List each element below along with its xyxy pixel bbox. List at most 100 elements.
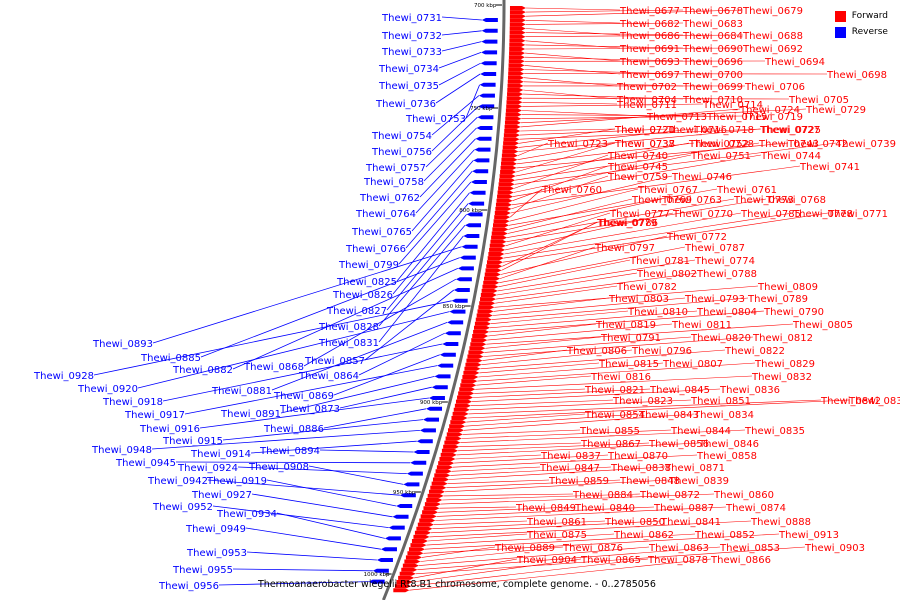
connector-line-forward: [482, 349, 568, 361]
gene-label-forward: Thewi_0710: [682, 95, 743, 106]
gene-label-forward: Thewi_0858: [696, 451, 757, 462]
connector-line-forward: [524, 56, 684, 62]
gene-label-forward: Thewi_0863: [648, 543, 709, 554]
gene-arrow-forward: [497, 190, 514, 195]
gene-arrow-reverse: [451, 298, 468, 303]
gene-arrow-forward: [396, 580, 413, 584]
chromosome-backbone: [382, 0, 506, 600]
gene-label-forward: Thewi_0720: [614, 125, 675, 136]
gene-arrow-forward: [416, 526, 433, 531]
gene-arrow-reverse: [469, 190, 486, 195]
gene-label-reverse: Thewi_0731: [381, 13, 442, 24]
connector-line-forward: [524, 65, 621, 75]
gene-label-forward: Thewi_0822: [724, 346, 785, 357]
gene-label-reverse: Thewi_0949: [185, 524, 246, 535]
connector-line-forward: [446, 479, 621, 488]
gene-arrow-forward: [474, 321, 491, 326]
connector-line-forward: [450, 466, 612, 476]
gene-label-forward: Thewi_0849: [515, 503, 576, 514]
gene-label-forward: Thewi_0866: [710, 555, 771, 566]
connector-line-forward: [523, 93, 684, 100]
gene-arrow-forward: [493, 219, 510, 224]
gene-label-forward: Thewi_0786: [597, 218, 658, 229]
connector-line-reverse: [411, 160, 474, 232]
connector-line-forward: [410, 558, 649, 587]
connector-line-forward: [478, 362, 664, 378]
connector-line-forward: [486, 323, 794, 345]
connector-line-forward: [523, 77, 618, 87]
connector-line-forward: [508, 198, 633, 230]
gene-arrow-reverse: [428, 396, 445, 400]
connector-line-reverse: [251, 493, 393, 518]
connector-line-forward: [519, 128, 616, 144]
connector-line-forward: [522, 103, 704, 107]
scale-ticks: 700 kbp 750 kbp 800 kbp 850 kbp 900 kbp 950 k…: [364, 3, 502, 578]
gene-label-forward: Thewi_0862: [613, 530, 674, 541]
gene-label-forward: Thewi_0772: [666, 232, 727, 243]
gene-arrow-reverse: [466, 212, 483, 217]
gene-arrow-forward: [460, 383, 477, 388]
connector-line-forward: [499, 246, 686, 283]
connector-line-forward: [466, 413, 586, 423]
gene-labels: Thewi_0731 Thewi_0732 Thewi_0733 Thewi_0734…: [33, 6, 900, 592]
gene-label-reverse: Thewi_0762: [359, 193, 420, 204]
gene-label-forward: Thewi_0711: [616, 100, 677, 111]
connector-line-forward: [499, 246, 596, 279]
gene-label-forward: Thewi_0698: [826, 70, 887, 81]
gene-arrow-forward: [488, 252, 505, 256]
gene-label-forward: Thewi_0904: [516, 555, 577, 566]
gene-label-forward: Thewi_0686: [619, 31, 680, 42]
gene-label-forward: Thewi_0806: [566, 346, 627, 357]
gene-label-forward: Thewi_0773: [733, 195, 794, 206]
gene-arrow-forward: [491, 231, 508, 236]
connector-line-reverse: [276, 512, 385, 539]
connector-line-reverse: [405, 170, 473, 249]
gene-label-forward: Thewi_0790: [763, 307, 824, 318]
gene-arrow-forward: [444, 440, 461, 445]
gene-label-forward: Thewi_0683: [682, 19, 743, 30]
gene-label-reverse: Thewi_0766: [345, 244, 406, 255]
gene-label-forward: Thewi_0696: [682, 57, 743, 68]
gene-label-forward: Thewi_0812: [752, 333, 813, 344]
gene-label-forward: Thewi_0793: [684, 294, 745, 305]
gene-arrow-forward: [477, 309, 494, 314]
gene-arrow-forward: [503, 133, 520, 138]
gene-label-reverse: Thewi_0868: [243, 362, 304, 373]
gene-label-reverse: Thewi_0826: [332, 290, 393, 301]
connector-line-forward: [432, 520, 606, 529]
gene-arrow-reverse: [426, 406, 443, 411]
connector-line-forward: [525, 9, 684, 13]
gene-label-forward: Thewi_0723: [547, 139, 608, 150]
gene-label-reverse: Thewi_0942: [147, 476, 208, 487]
gene-label-forward: Thewi_0860: [713, 490, 774, 501]
gene-label-forward: Thewi_0705: [788, 95, 849, 106]
gene-arrow-forward: [480, 297, 497, 302]
connector-line-reverse: [250, 440, 417, 454]
gene-label-forward: Thewi_0742: [787, 139, 848, 150]
gene-label-forward: Thewi_0690: [682, 44, 743, 55]
gene-arrow-reverse: [384, 536, 401, 541]
connector-line-forward: [507, 198, 735, 238]
gene-label-forward: Thewi_0797: [594, 243, 655, 254]
genome-caption: Thermoanaerobacter wiegelii Rt8.B1 chrom…: [258, 579, 656, 590]
gene-arrow-forward: [496, 198, 513, 203]
connector-line-forward: [480, 349, 726, 370]
gene-arrow-forward: [422, 510, 439, 515]
connector-line-forward: [498, 259, 631, 288]
gene-arrow-reverse: [444, 331, 461, 336]
gene-arrow-forward: [432, 477, 449, 482]
gene-label-forward: Thewi_0751: [690, 151, 751, 162]
connector-line-forward: [497, 259, 696, 292]
gene-label-reverse: Thewi_0894: [259, 446, 320, 457]
gene-label-forward: Thewi_0836: [719, 385, 780, 396]
gene-arrow-forward: [492, 223, 509, 228]
connector-line-forward: [514, 142, 837, 185]
gene-arrow-forward: [464, 366, 481, 371]
connector-line-forward: [516, 142, 695, 165]
gene-label-forward: Thewi_0903: [804, 543, 865, 554]
gene-arrow-forward: [509, 42, 526, 47]
gene-arrow-forward: [507, 83, 524, 88]
connector-line-forward: [525, 9, 744, 17]
gene-label-reverse: Thewi_0945: [115, 458, 176, 469]
gene-label-reverse: Thewi_0757: [365, 163, 426, 174]
